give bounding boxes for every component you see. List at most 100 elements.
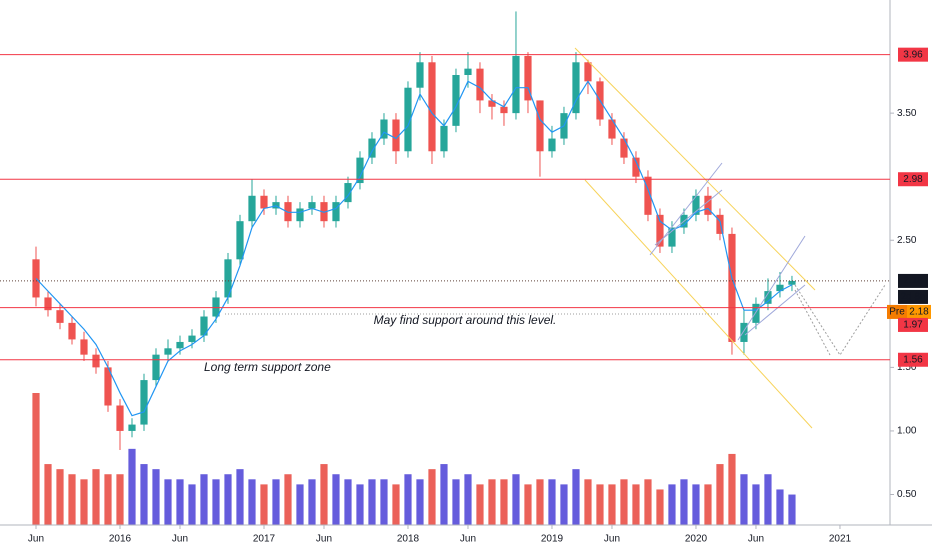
volume-bar bbox=[560, 484, 568, 525]
candle-body bbox=[128, 424, 136, 431]
volume-bar bbox=[80, 479, 88, 525]
x-tick-label: 2018 bbox=[397, 534, 420, 545]
last-price-label: 2.18 bbox=[903, 276, 923, 287]
candle-body bbox=[476, 68, 484, 101]
candle-body bbox=[632, 157, 640, 177]
projection bbox=[794, 289, 831, 356]
volume-bar bbox=[500, 479, 508, 525]
candle-body bbox=[740, 322, 748, 342]
volume-bar bbox=[440, 464, 448, 525]
candle-body bbox=[416, 62, 424, 88]
candle-body bbox=[344, 183, 352, 203]
candle-body bbox=[200, 316, 208, 336]
candle-body bbox=[296, 208, 304, 222]
candle-body bbox=[188, 335, 196, 342]
volume-bar bbox=[788, 494, 796, 525]
volume-bar bbox=[44, 464, 52, 525]
candle-body bbox=[56, 310, 64, 323]
moving-average bbox=[35, 80, 793, 417]
volume-bar bbox=[584, 479, 592, 525]
last-price-label-box bbox=[898, 273, 928, 288]
volume-bar bbox=[752, 484, 760, 525]
level-label-box bbox=[898, 172, 928, 187]
volume-bar bbox=[524, 484, 532, 525]
volume-bar bbox=[200, 474, 208, 525]
volume-bar bbox=[344, 479, 352, 525]
level-label-box bbox=[898, 352, 928, 367]
candle-body bbox=[488, 100, 496, 107]
candle-body bbox=[536, 100, 544, 152]
candle-body bbox=[764, 291, 772, 304]
candle-body bbox=[440, 125, 448, 152]
volume-bar bbox=[284, 474, 292, 525]
channel-line bbox=[584, 179, 813, 429]
candle-body bbox=[752, 303, 760, 323]
level-label: 3.96 bbox=[903, 49, 923, 60]
volume-bar bbox=[548, 479, 556, 525]
candle-body bbox=[224, 259, 232, 298]
x-tick-label: 2016 bbox=[109, 534, 132, 545]
x-tick-label: Jun bbox=[748, 534, 764, 545]
volume-bar bbox=[536, 479, 544, 525]
candle-body bbox=[152, 354, 160, 381]
channel-line bbox=[654, 189, 723, 246]
drawings bbox=[225, 47, 886, 429]
annotation: Long term support zone bbox=[204, 360, 331, 374]
pre-tag: Pre bbox=[889, 307, 905, 318]
volume-bar bbox=[656, 489, 664, 525]
y-tick-label: 0.50 bbox=[897, 489, 917, 500]
volume-bar bbox=[356, 484, 364, 525]
candle-body bbox=[668, 227, 676, 247]
volume-bar bbox=[704, 484, 712, 525]
candle-body bbox=[320, 202, 328, 222]
x-tick-label: 2020 bbox=[685, 534, 708, 545]
volume-bar bbox=[212, 479, 220, 525]
volume-bar bbox=[776, 489, 784, 525]
volume-bar bbox=[380, 479, 388, 525]
candle-body bbox=[380, 119, 388, 139]
volume-bar bbox=[140, 464, 148, 525]
candle-body bbox=[464, 68, 472, 75]
countdown-box bbox=[898, 289, 928, 304]
volume-bar bbox=[188, 484, 196, 525]
volume-bar bbox=[152, 469, 160, 525]
level-label: 1.56 bbox=[903, 354, 923, 365]
x-tick-label: Jun bbox=[28, 534, 44, 545]
channel-line bbox=[737, 235, 806, 341]
volume-bar bbox=[128, 448, 136, 525]
candle-body bbox=[356, 157, 364, 184]
x-tick-label: Jun bbox=[604, 534, 620, 545]
volume-bar bbox=[308, 479, 316, 525]
candle-body bbox=[428, 62, 436, 152]
candle-body bbox=[704, 195, 712, 215]
y-tick-label: 3.50 bbox=[897, 108, 917, 119]
y-tick-label: 1.50 bbox=[897, 362, 917, 373]
annotation: May find support around this level. bbox=[374, 313, 557, 327]
candle-body bbox=[68, 322, 76, 340]
candle-body bbox=[500, 106, 508, 114]
candle-body bbox=[392, 119, 400, 152]
volume-bar bbox=[176, 479, 184, 525]
pre-box bbox=[887, 304, 907, 319]
volume-bar bbox=[764, 474, 772, 525]
candle-body bbox=[728, 233, 736, 342]
pre-price-label: 2.18 bbox=[909, 307, 929, 318]
volume-bar bbox=[428, 469, 436, 525]
candle-body bbox=[104, 367, 112, 406]
candle-body bbox=[644, 176, 652, 215]
volume-bar bbox=[404, 474, 412, 525]
candle-body bbox=[272, 202, 280, 209]
countdown: 2d 8h bbox=[900, 292, 925, 303]
candle-body bbox=[572, 62, 580, 114]
candle-body bbox=[452, 75, 460, 126]
volume-bar bbox=[716, 464, 724, 525]
volume-bar bbox=[608, 484, 616, 525]
candle-body bbox=[44, 297, 52, 311]
candle-body bbox=[716, 214, 724, 234]
candle-body bbox=[164, 348, 172, 355]
candle-body bbox=[548, 138, 556, 152]
volume-bar bbox=[416, 479, 424, 525]
candle-body bbox=[776, 284, 784, 292]
